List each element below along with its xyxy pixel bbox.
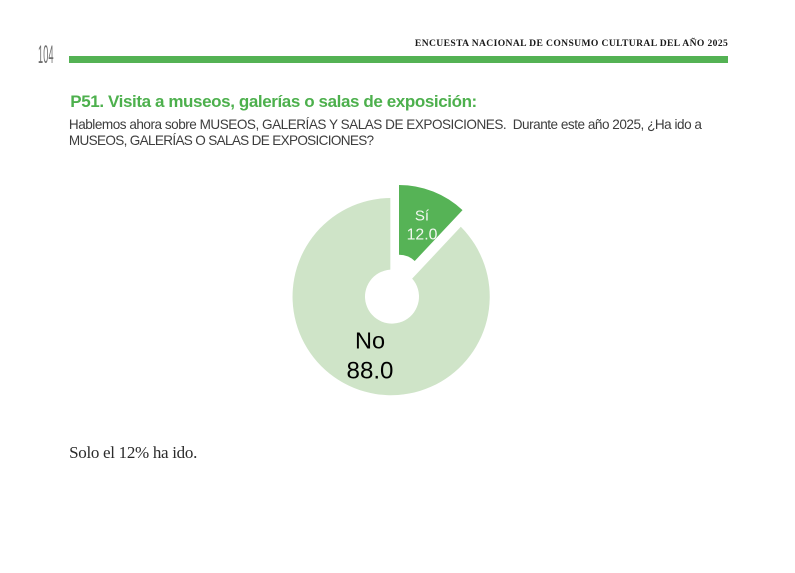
svg-text:Sí: Sí xyxy=(415,208,430,225)
svg-text:12.0: 12.0 xyxy=(407,227,438,244)
svg-text:88.0: 88.0 xyxy=(347,358,394,385)
svg-text:No: No xyxy=(355,327,385,353)
